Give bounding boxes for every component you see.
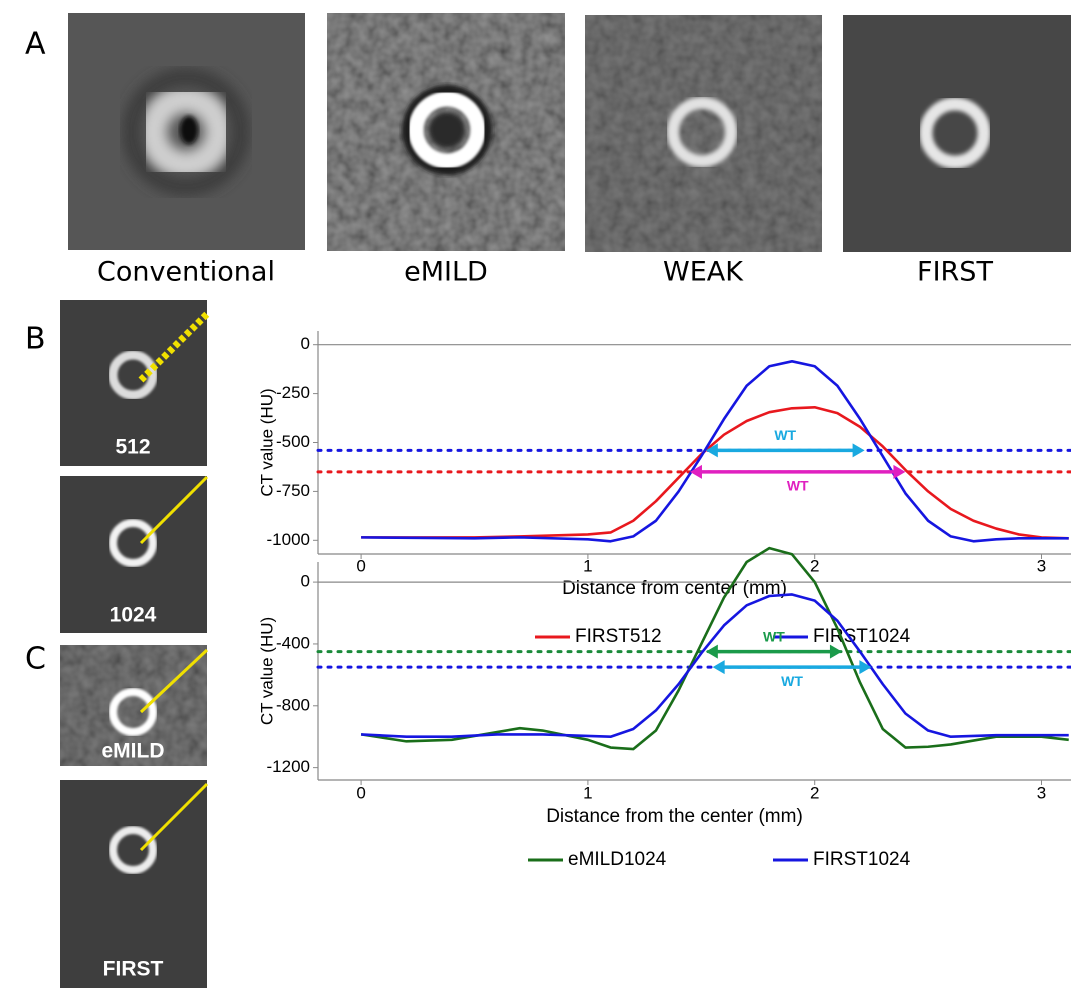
figure: A B C Conventional eMILD WEAK FIRST 512 … bbox=[0, 0, 1071, 988]
legend-label: FIRST1024 bbox=[813, 849, 911, 870]
arrow-label: WT bbox=[787, 478, 809, 494]
panel-label: A bbox=[25, 27, 46, 62]
x-tick-label: 3 bbox=[1037, 556, 1046, 575]
x-axis-label: Distance from center (mm) bbox=[562, 578, 787, 599]
arrow-head bbox=[853, 443, 865, 457]
y-tick-label: 0 bbox=[301, 572, 310, 591]
legend-label: eMILD1024 bbox=[568, 849, 667, 870]
image-caption: WEAK bbox=[663, 257, 744, 288]
y-tick-label: -750 bbox=[276, 481, 310, 500]
arrow-label: WT bbox=[774, 427, 796, 443]
y-tick-label: -250 bbox=[276, 383, 310, 402]
y-axis-label: CT value (HU) bbox=[257, 617, 276, 725]
x-tick-label: 2 bbox=[810, 783, 819, 802]
image-emild bbox=[327, 13, 565, 251]
image-label: 1024 bbox=[110, 604, 157, 627]
arrow-head bbox=[859, 660, 871, 674]
image-caption: Conventional bbox=[97, 257, 275, 288]
image-caption: eMILD bbox=[404, 257, 488, 288]
image-label: 512 bbox=[115, 436, 150, 459]
image-label: FIRST bbox=[103, 958, 164, 981]
legend-label: FIRST512 bbox=[575, 626, 662, 647]
legend-label: FIRST1024 bbox=[813, 626, 911, 647]
image-conventional bbox=[68, 13, 305, 250]
x-tick-label: 0 bbox=[356, 783, 365, 802]
y-tick-label: -1200 bbox=[267, 757, 310, 776]
panel-label: C bbox=[25, 642, 46, 677]
arrow-head bbox=[690, 465, 702, 479]
image-caption: FIRST bbox=[917, 257, 993, 288]
wt-arrow bbox=[706, 443, 865, 457]
x-tick-label: 3 bbox=[1037, 783, 1046, 802]
y-tick-label: -1000 bbox=[267, 530, 310, 549]
image-first bbox=[843, 15, 1071, 252]
y-tick-label: 0 bbox=[301, 334, 310, 353]
arrow-label: WT bbox=[763, 628, 785, 644]
y-tick-label: -500 bbox=[276, 432, 310, 451]
panel-label: B bbox=[25, 322, 46, 357]
x-tick-label: 1 bbox=[583, 783, 592, 802]
y-tick-label: -400 bbox=[276, 633, 310, 652]
image-label: eMILD bbox=[102, 740, 165, 763]
y-axis-label: CT value (HU) bbox=[257, 388, 276, 496]
arrow-label: WT bbox=[781, 673, 803, 689]
y-tick-label: -800 bbox=[276, 695, 310, 714]
image-weak bbox=[585, 15, 822, 252]
x-tick-label: 2 bbox=[810, 556, 819, 575]
x-tick-label: 1 bbox=[583, 556, 592, 575]
line-chart: 0 -250 -500 -750 -1000 0 1 2 3 Distance from cent… bbox=[257, 331, 1071, 647]
arrow-head bbox=[713, 660, 725, 674]
x-axis-label: Distance from the center (mm) bbox=[546, 806, 803, 827]
x-tick-label: 0 bbox=[356, 556, 365, 575]
